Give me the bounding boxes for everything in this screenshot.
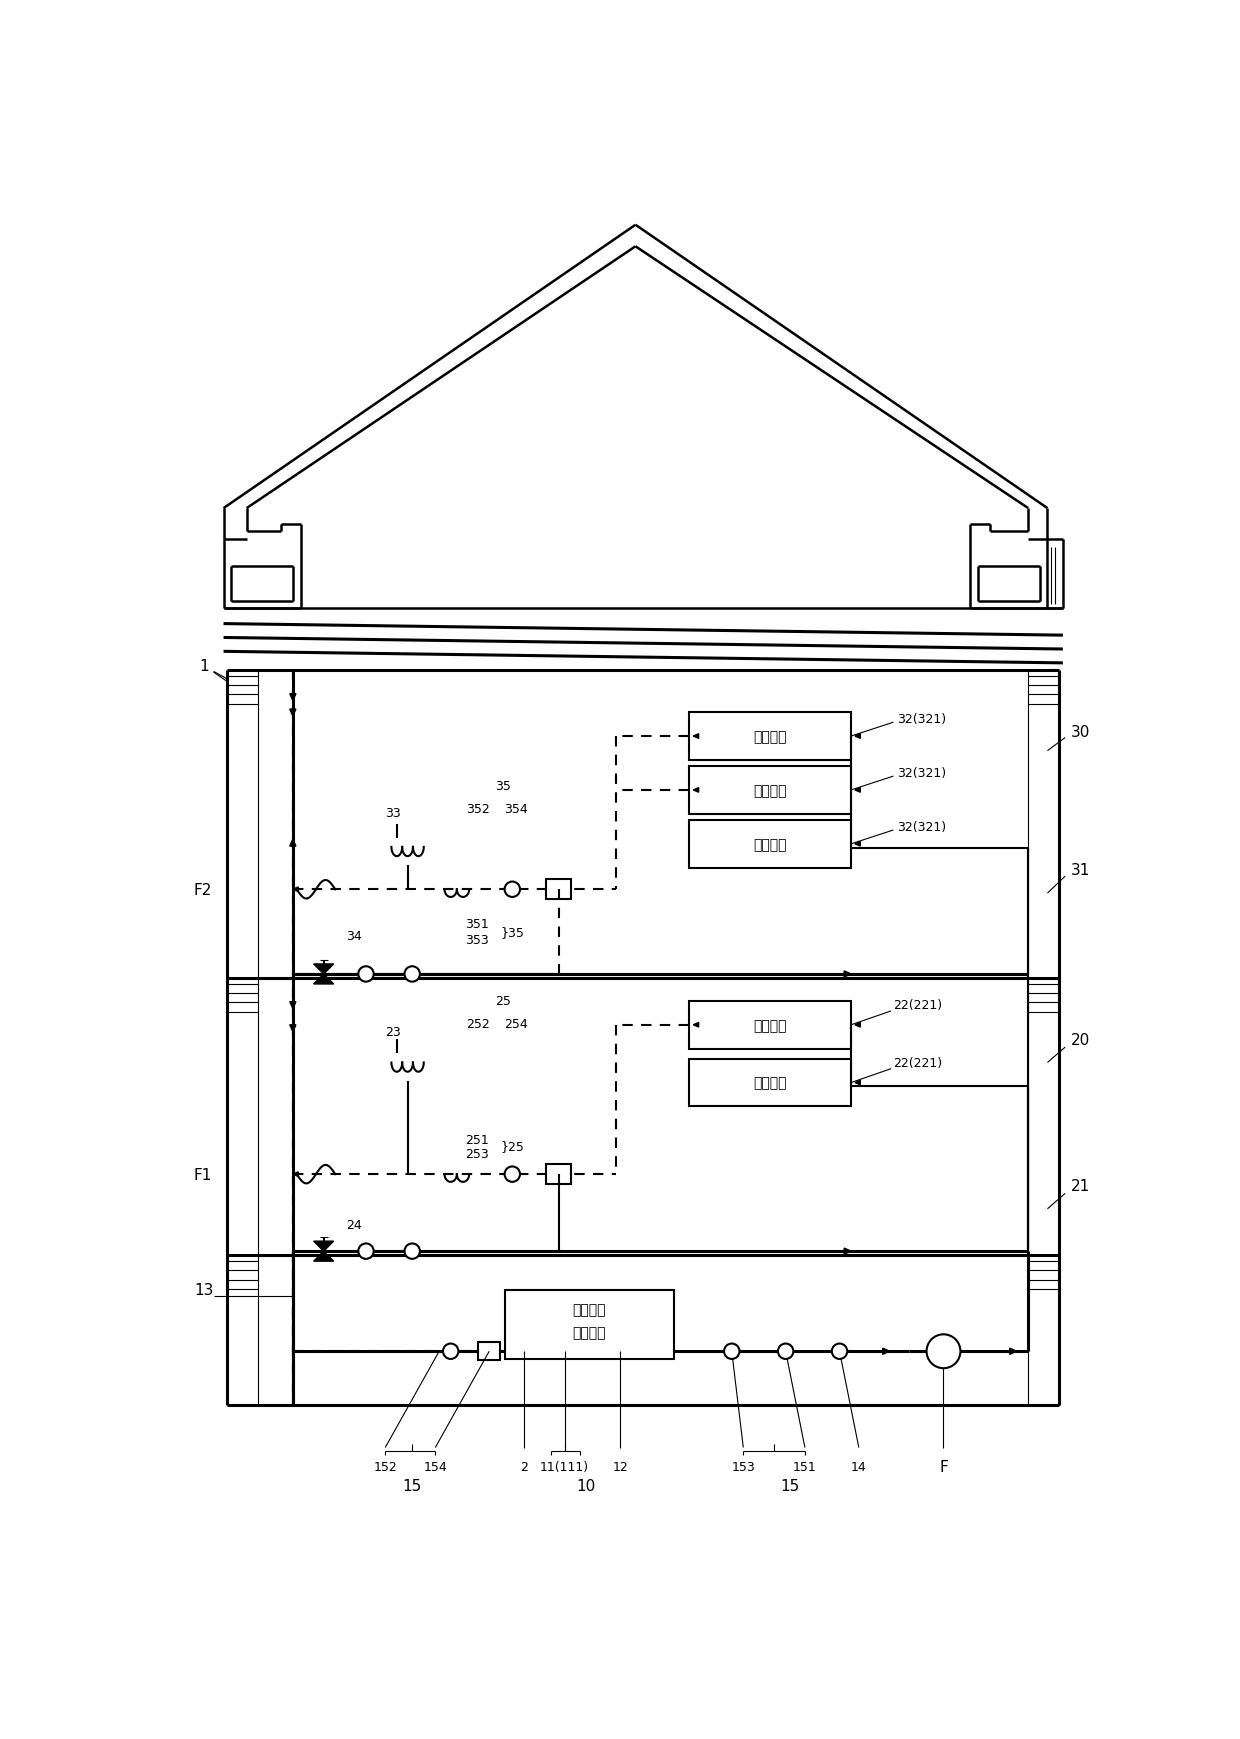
Text: 32(321): 32(321) — [898, 767, 946, 779]
Text: 22(221): 22(221) — [894, 1056, 942, 1069]
Polygon shape — [854, 842, 861, 847]
Text: 15: 15 — [403, 1478, 422, 1494]
Text: }35: }35 — [501, 925, 525, 939]
Circle shape — [777, 1344, 794, 1360]
Text: 15: 15 — [780, 1478, 799, 1494]
Polygon shape — [883, 1348, 889, 1355]
Text: F2: F2 — [193, 882, 212, 897]
Text: 20: 20 — [1070, 1033, 1090, 1047]
Polygon shape — [314, 1242, 334, 1252]
Circle shape — [832, 1344, 847, 1360]
Polygon shape — [290, 1002, 296, 1009]
Text: 35: 35 — [495, 779, 511, 793]
Text: 22(221): 22(221) — [894, 998, 942, 1012]
Bar — [689, 821, 851, 868]
Text: 253: 253 — [465, 1148, 490, 1160]
Polygon shape — [290, 1026, 296, 1033]
Polygon shape — [844, 972, 851, 977]
Text: 352: 352 — [466, 802, 490, 816]
Circle shape — [505, 882, 520, 897]
Text: 12: 12 — [613, 1461, 627, 1473]
Polygon shape — [693, 788, 698, 793]
Polygon shape — [844, 1249, 851, 1254]
Text: 冷气风箱: 冷气风箱 — [754, 784, 787, 798]
Circle shape — [443, 1344, 459, 1360]
Text: 34: 34 — [346, 929, 362, 943]
Text: F: F — [939, 1459, 947, 1475]
Text: 31: 31 — [1070, 863, 1090, 878]
Text: 冰水主机: 冰水主机 — [573, 1325, 606, 1339]
Polygon shape — [693, 734, 698, 739]
Bar — [689, 767, 851, 814]
Text: 30: 30 — [1070, 725, 1090, 739]
Text: F1: F1 — [193, 1167, 212, 1183]
Text: 冷气风箱: 冷气风箱 — [754, 1076, 787, 1090]
Circle shape — [505, 1167, 520, 1183]
Text: 10: 10 — [575, 1478, 595, 1494]
Circle shape — [404, 1243, 420, 1259]
Polygon shape — [290, 694, 296, 701]
Text: 2: 2 — [520, 1461, 528, 1473]
Polygon shape — [314, 1252, 334, 1261]
Polygon shape — [854, 734, 861, 739]
Text: 252: 252 — [466, 1017, 490, 1031]
Text: 冰水贮槽: 冰水贮槽 — [573, 1303, 606, 1316]
Text: 152: 152 — [373, 1461, 397, 1473]
Text: 153: 153 — [732, 1461, 755, 1473]
Text: 32(321): 32(321) — [898, 713, 946, 725]
Polygon shape — [293, 887, 299, 892]
Bar — [689, 1059, 851, 1106]
Text: }25: }25 — [501, 1139, 525, 1153]
Circle shape — [926, 1334, 961, 1369]
Text: 21: 21 — [1070, 1179, 1090, 1193]
Polygon shape — [314, 965, 334, 974]
Text: 251: 251 — [465, 1134, 490, 1146]
Text: 1: 1 — [200, 659, 210, 675]
Polygon shape — [314, 974, 334, 984]
Circle shape — [358, 967, 373, 983]
Text: 23: 23 — [386, 1026, 401, 1038]
Polygon shape — [854, 788, 861, 793]
Bar — [479, 1343, 500, 1360]
Polygon shape — [854, 1023, 861, 1028]
Bar — [505, 1290, 675, 1360]
Text: 冷气风箱: 冷气风箱 — [754, 838, 787, 852]
Text: 25: 25 — [495, 995, 511, 1009]
Text: 151: 151 — [794, 1461, 817, 1473]
Polygon shape — [693, 1023, 698, 1028]
Circle shape — [404, 967, 420, 983]
Text: 33: 33 — [386, 807, 401, 819]
Text: 冷气风箱: 冷气风箱 — [754, 1017, 787, 1033]
Circle shape — [724, 1344, 739, 1360]
Polygon shape — [290, 840, 296, 847]
Polygon shape — [293, 1172, 299, 1177]
Polygon shape — [290, 710, 296, 716]
Text: 13: 13 — [195, 1282, 215, 1297]
Text: 14: 14 — [851, 1461, 867, 1473]
Bar — [546, 880, 570, 899]
Polygon shape — [854, 1080, 861, 1085]
Bar — [689, 713, 851, 760]
Text: 254: 254 — [505, 1017, 528, 1031]
Text: 32(321): 32(321) — [898, 821, 946, 833]
Polygon shape — [1009, 1348, 1017, 1355]
Text: 354: 354 — [505, 802, 528, 816]
Text: 11(111): 11(111) — [541, 1461, 589, 1473]
Text: 353: 353 — [465, 934, 490, 946]
Bar — [689, 1002, 851, 1049]
Text: 154: 154 — [423, 1461, 448, 1473]
Text: 351: 351 — [465, 918, 490, 930]
Circle shape — [358, 1243, 373, 1259]
Bar — [546, 1165, 570, 1184]
Text: 24: 24 — [346, 1217, 362, 1231]
Text: 冷气风箱: 冷气风箱 — [754, 730, 787, 744]
